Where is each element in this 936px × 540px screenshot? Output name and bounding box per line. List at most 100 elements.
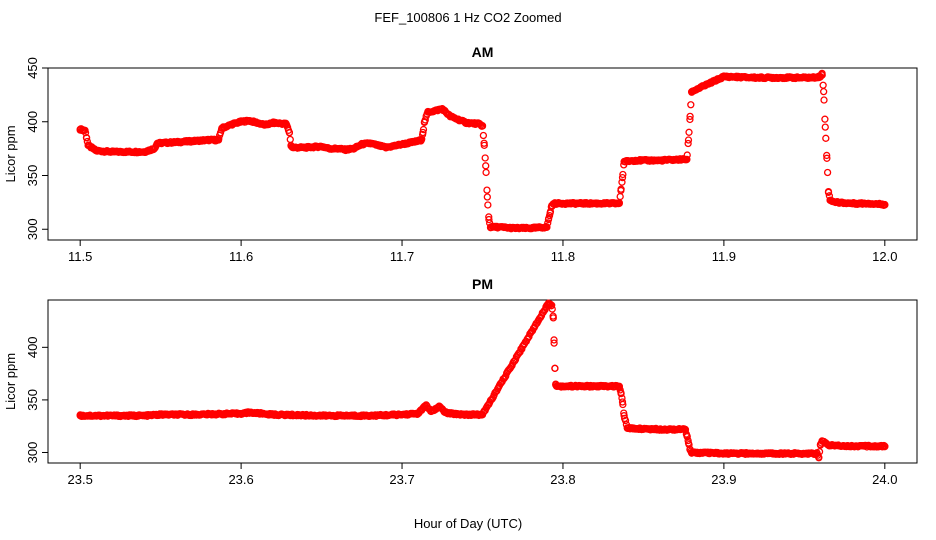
data-point <box>683 432 691 440</box>
data-point <box>559 382 567 390</box>
data-point <box>422 401 430 409</box>
data-point <box>484 201 492 209</box>
data-point <box>218 124 226 132</box>
data-point <box>483 186 491 194</box>
x-tick-label-am: 11.5 <box>68 249 92 264</box>
data-point <box>816 441 825 449</box>
data-point <box>615 382 623 390</box>
data-point <box>414 409 422 418</box>
data-point <box>527 224 535 232</box>
data-point <box>481 154 489 162</box>
data-point <box>124 148 133 156</box>
data-point <box>286 135 294 144</box>
data-point <box>820 96 828 104</box>
data-point <box>683 151 691 159</box>
data-point <box>282 120 290 128</box>
data-point <box>688 88 696 96</box>
data-point <box>848 199 857 208</box>
data-point <box>483 193 491 201</box>
data-point <box>548 301 556 309</box>
data-point <box>591 382 599 390</box>
data-point <box>822 134 830 142</box>
data-point <box>617 388 625 397</box>
data-point <box>551 364 559 373</box>
data-point <box>620 157 628 166</box>
x-tick-label-am: 12.0 <box>872 249 897 264</box>
data-point <box>229 120 237 128</box>
data-point <box>819 81 827 89</box>
data-point <box>621 416 630 425</box>
data-point <box>358 140 366 148</box>
data-point <box>269 410 277 419</box>
data-point <box>334 144 342 153</box>
data-point <box>420 118 429 126</box>
data-point <box>684 139 692 148</box>
data-point <box>865 199 873 208</box>
data-point <box>623 424 631 432</box>
data-point <box>189 137 197 145</box>
data-point <box>511 224 519 232</box>
data-point <box>824 441 833 449</box>
data-point <box>813 449 821 458</box>
data-point <box>687 101 695 109</box>
data-point <box>818 437 826 445</box>
data-point <box>618 398 627 406</box>
data-point <box>237 118 245 126</box>
data-point <box>382 143 390 152</box>
data-point <box>480 139 488 147</box>
data-point <box>684 439 693 447</box>
data-point <box>684 136 693 144</box>
data-point <box>821 115 829 123</box>
data-point <box>494 223 503 231</box>
data-point <box>482 168 490 177</box>
data-point <box>173 138 181 146</box>
data-point <box>435 402 443 410</box>
data-point <box>808 74 817 82</box>
data-point <box>815 454 823 462</box>
data-point <box>683 155 691 164</box>
data-point <box>546 209 554 217</box>
y-tick-label-pm: 300 <box>25 442 40 464</box>
data-point <box>784 74 792 82</box>
data-point <box>688 448 696 457</box>
figure-title: FEF_100806 1 Hz CO2 Zoomed <box>374 10 561 25</box>
data-point <box>655 156 664 165</box>
data-point <box>205 136 213 144</box>
data-point <box>189 410 197 419</box>
data-point <box>366 139 374 147</box>
y-tick-label-am: 300 <box>25 218 40 240</box>
data-point <box>543 223 551 231</box>
data-points-pm <box>76 299 889 462</box>
data-point <box>619 400 627 409</box>
data-point <box>486 223 495 231</box>
data-point <box>575 199 583 208</box>
data-point <box>823 154 831 162</box>
data-point <box>301 143 310 152</box>
data-point <box>446 112 454 121</box>
data-point <box>681 425 689 434</box>
data-point <box>156 410 165 419</box>
x-tick-label-pm: 24.0 <box>872 472 897 487</box>
data-point <box>617 186 625 195</box>
data-point <box>823 168 832 177</box>
data-point <box>325 144 334 153</box>
data-point <box>81 126 89 135</box>
panel-title-pm: PM <box>472 276 493 292</box>
y-tick-label-am: 450 <box>25 57 40 79</box>
y-tick-label-am: 350 <box>25 165 40 187</box>
data-point <box>550 339 558 347</box>
data-point <box>261 121 269 129</box>
data-point <box>430 406 438 415</box>
data-point <box>317 142 326 151</box>
data-point <box>245 408 253 417</box>
x-tick-label-pm: 23.7 <box>389 472 414 487</box>
data-point <box>620 412 628 420</box>
data-point <box>398 140 406 148</box>
data-point <box>820 88 828 96</box>
data-point <box>288 143 297 152</box>
data-point <box>848 442 857 450</box>
data-point <box>551 199 559 208</box>
data-point <box>342 146 350 154</box>
plot-frame-am <box>47 67 918 241</box>
data-point <box>438 105 446 113</box>
